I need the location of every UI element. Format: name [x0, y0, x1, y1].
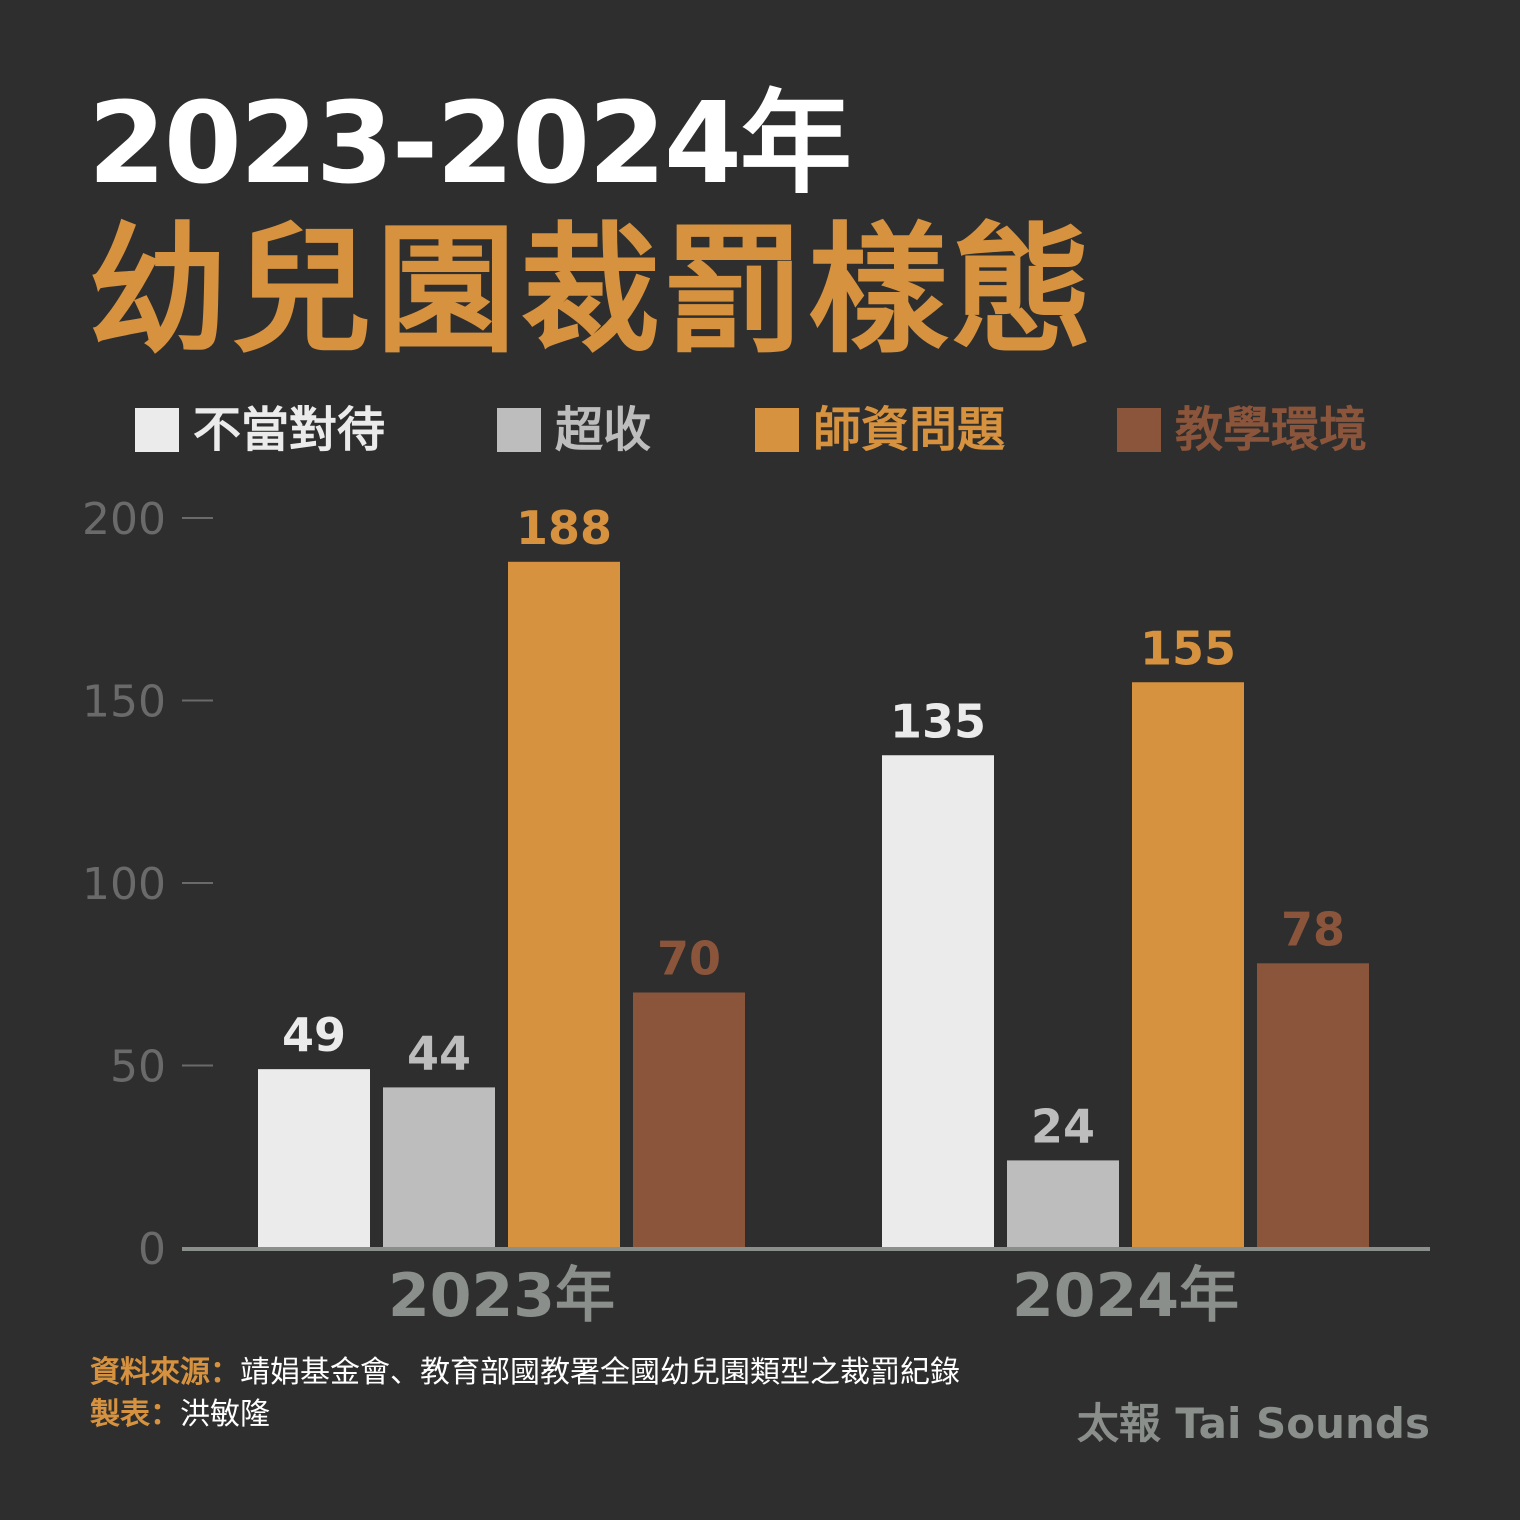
bar-value-label: 135	[890, 694, 986, 748]
x-category-label: 2024年	[1012, 1261, 1239, 1331]
bar	[1257, 963, 1369, 1248]
legend-item-teaching-environment: 教學環境	[1117, 400, 1367, 460]
maker-label: 製表：	[90, 1397, 180, 1432]
y-tick-label: 100	[82, 859, 166, 910]
chart-title-year: 2023-2024年	[88, 79, 852, 209]
y-tick-label: 50	[110, 1042, 166, 1093]
bar	[633, 992, 745, 1248]
bar	[882, 755, 994, 1248]
source-line: 資料來源：靖娟基金會、教育部國教署全國幼兒園類型之裁罰紀錄	[90, 1352, 960, 1394]
bar-value-label: 44	[407, 1026, 471, 1080]
legend-label-overenrollment: 超收	[555, 402, 652, 458]
bar	[383, 1087, 495, 1248]
bar	[258, 1069, 370, 1248]
legend-swatch-teaching-environment	[1117, 408, 1161, 452]
source-note: 資料來源：靖娟基金會、教育部國教署全國幼兒園類型之裁罰紀錄 製表：洪敏隆	[90, 1352, 960, 1436]
legend-item-overenrollment: 超收	[497, 400, 651, 460]
bar-value-label: 188	[516, 501, 612, 555]
maker-text: 洪敏隆	[180, 1397, 270, 1432]
chart-title: 幼兒園裁罰樣態	[88, 210, 1097, 373]
source-label: 資料來源：	[90, 1355, 240, 1390]
brand-logo-text: 太報 Tai Sounds	[1076, 1399, 1430, 1448]
legend: 不當對待 超收 師資問題 教學環境	[135, 400, 1435, 460]
legend-label-mistreatment: 不當對待	[193, 402, 386, 458]
bar	[508, 561, 620, 1248]
x-category-label: 2023年	[388, 1261, 615, 1331]
legend-item-mistreatment: 不當對待	[135, 400, 385, 460]
bar-value-label: 155	[1140, 621, 1236, 675]
legend-swatch-teacher-issues	[755, 408, 799, 452]
y-tick-label: 150	[82, 677, 166, 728]
bar-value-label: 24	[1031, 1099, 1095, 1153]
bar	[1132, 682, 1244, 1248]
bar-value-label: 49	[282, 1008, 346, 1062]
maker-line: 製表：洪敏隆	[90, 1394, 960, 1436]
bar	[1007, 1160, 1119, 1248]
legend-label-teaching-environment: 教學環境	[1175, 402, 1368, 458]
source-text: 靖娟基金會、教育部國教署全國幼兒園類型之裁罰紀錄	[240, 1355, 960, 1390]
legend-label-teacher-issues: 師資問題	[813, 402, 1006, 458]
bar-value-label: 70	[657, 932, 721, 986]
y-tick-label: 0	[138, 1224, 166, 1275]
legend-swatch-overenrollment	[497, 408, 541, 452]
legend-swatch-mistreatment	[135, 408, 179, 452]
legend-item-teacher-issues: 師資問題	[755, 400, 1005, 460]
bar-value-label: 78	[1281, 902, 1345, 956]
y-tick-label: 200	[82, 494, 166, 545]
